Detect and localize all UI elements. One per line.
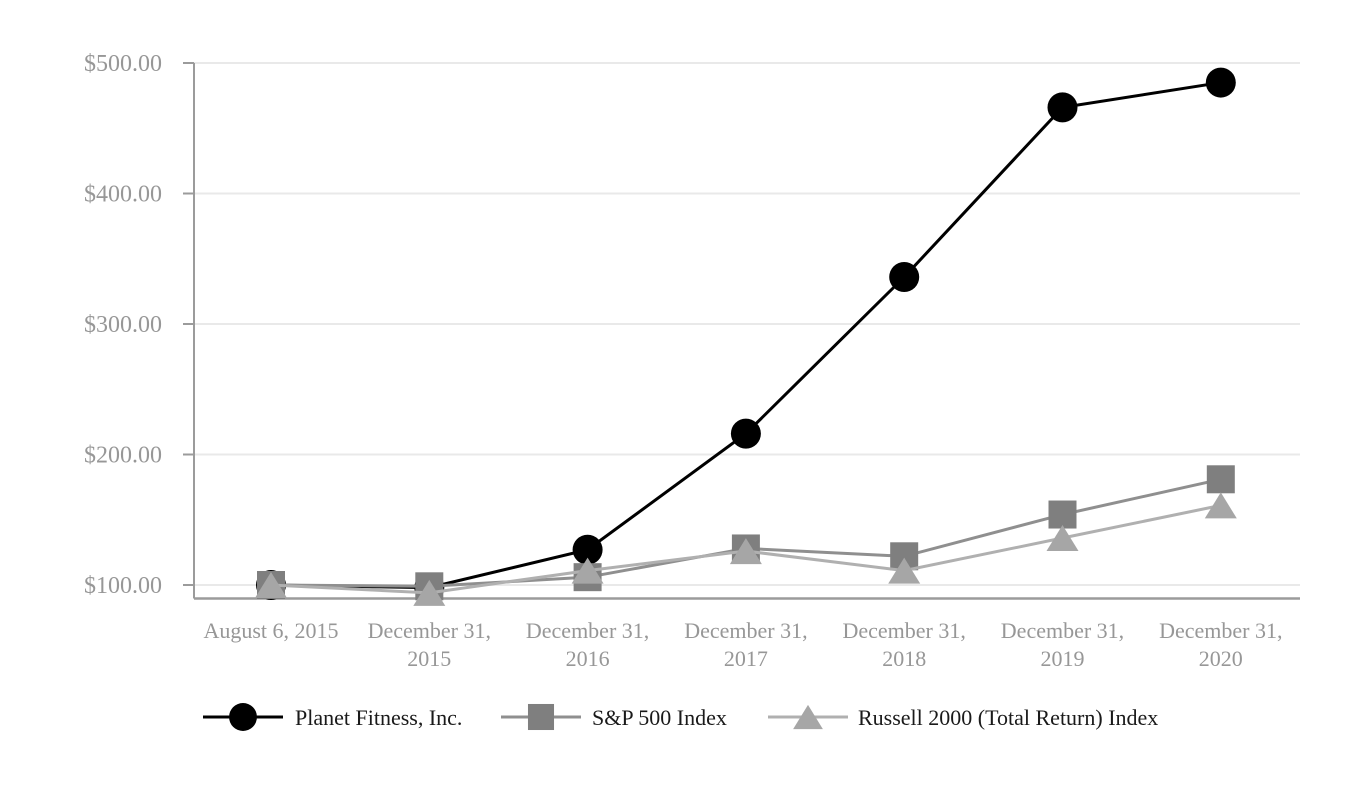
triangle-marker (255, 572, 287, 598)
series-line-1 (270, 477, 1222, 588)
y-axis-tick-label: $100.00 (84, 573, 162, 599)
x-axis-tick-label: August 6, 2015 (203, 618, 338, 643)
triangle-marker (888, 557, 921, 584)
x-axis-tick-label: 2016 (566, 646, 610, 671)
triangle-marker (413, 579, 446, 606)
legend-label: S&P 500 Index (592, 705, 727, 730)
legend-circle-marker-icon (229, 703, 257, 731)
x-axis-tick-label: 2018 (882, 646, 926, 671)
circle-marker (730, 418, 761, 449)
x-axis-tick-label: December 31, (843, 618, 966, 643)
square-marker (1206, 465, 1235, 494)
x-axis-tick-label: December 31, (1001, 618, 1124, 643)
x-axis-tick-label: December 31, (684, 618, 807, 643)
legend-label: Planet Fitness, Inc. (295, 705, 462, 730)
legend-square-marker-icon (527, 703, 555, 731)
triangle-marker (1204, 492, 1237, 519)
triangle-marker (1046, 525, 1079, 552)
legend-label: Russell 2000 (Total Return) Index (858, 705, 1158, 730)
legend-triangle-marker-icon (793, 704, 823, 730)
x-axis-tick-label: December 31, (526, 618, 649, 643)
x-axis-tick-label: 2020 (1199, 646, 1243, 671)
y-axis-tick-label: $400.00 (84, 182, 162, 208)
x-axis-tick-label: 2019 (1041, 646, 1085, 671)
circle-marker (572, 534, 603, 565)
triangle-marker (729, 538, 762, 565)
x-axis-tick-label: December 31, (368, 618, 491, 643)
x-axis-tick-label: 2015 (407, 646, 451, 671)
circle-marker (889, 262, 920, 293)
triangle-marker (571, 557, 604, 584)
circle-marker (1205, 67, 1236, 98)
x-axis-tick-label: 2017 (724, 646, 768, 671)
y-axis-tick-label: $300.00 (84, 312, 162, 338)
square-marker (1048, 500, 1077, 529)
x-axis-tick-label: December 31, (1159, 618, 1282, 643)
circle-marker (1047, 92, 1078, 123)
y-axis-tick-label: $200.00 (84, 443, 162, 469)
y-axis-tick-label: $500.00 (84, 51, 162, 77)
